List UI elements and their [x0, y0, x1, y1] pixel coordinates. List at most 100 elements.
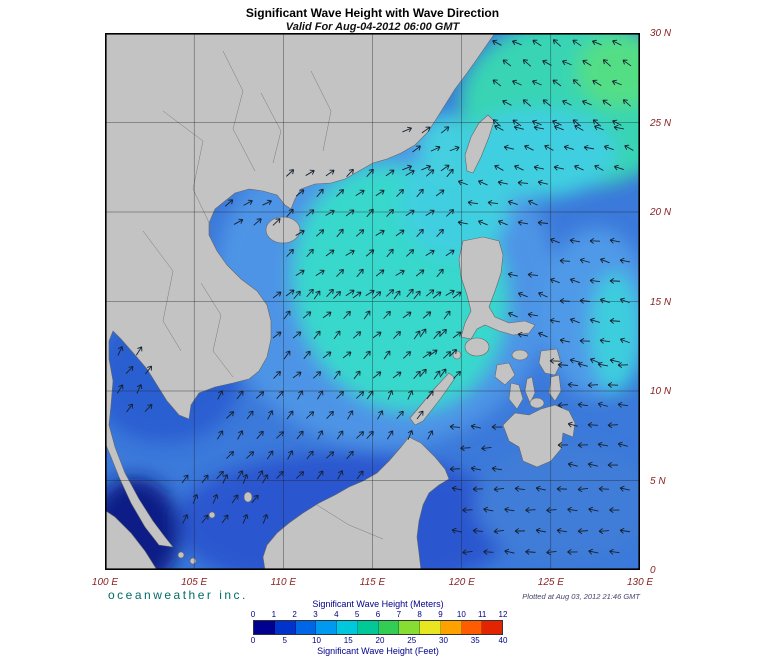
land-samar — [538, 348, 562, 376]
wave-arrow — [602, 99, 612, 107]
wave-arrow — [483, 548, 494, 555]
wave-arrow — [336, 390, 344, 399]
wave-arrow — [342, 351, 352, 359]
lat-label: 0 — [650, 565, 656, 576]
wave-arrow — [624, 144, 634, 151]
wave-arrow — [619, 337, 630, 344]
wave-arrow — [612, 39, 622, 46]
lon-label: 115 E — [359, 577, 386, 588]
wave-arrow — [559, 297, 571, 304]
wave-arrow — [574, 124, 584, 131]
wave-arrow — [306, 411, 315, 419]
wave-arrow — [336, 228, 344, 238]
wave-arrow — [504, 506, 515, 513]
wave-arrow — [333, 330, 341, 340]
wave-arrow — [552, 79, 562, 87]
wave-arrow — [502, 99, 512, 106]
wave-arrow — [494, 124, 504, 131]
wave-arrow — [569, 317, 580, 324]
wave-arrow — [345, 209, 355, 217]
lat-label: 15 N — [650, 296, 672, 308]
wave-arrow — [395, 229, 405, 237]
wave-arrow — [504, 548, 515, 555]
legend-tick: 5 — [354, 610, 360, 619]
land-panay — [494, 362, 516, 386]
wave-arrow — [285, 289, 295, 297]
wave-arrow — [353, 370, 361, 380]
wave-arrow — [421, 126, 431, 134]
wave-arrow — [275, 431, 285, 439]
wave-arrow — [419, 328, 427, 338]
wave-arrow — [296, 430, 304, 440]
land-mainland-asia — [105, 33, 496, 548]
wave-arrow — [216, 430, 224, 440]
legend-tick: 25 — [407, 636, 417, 645]
wave-arrow — [436, 268, 444, 278]
wave-arrow — [325, 169, 335, 177]
wave-arrow — [598, 485, 610, 492]
wave-arrow — [572, 39, 582, 47]
wave-arrow — [365, 249, 375, 257]
wave-arrow — [619, 527, 631, 534]
legend-tick: 35 — [470, 636, 480, 645]
oceanweather-credit: oceanweather inc. — [108, 588, 248, 602]
colorbar-segment — [482, 621, 502, 634]
lon-label: 120 E — [448, 577, 475, 588]
wave-arrow — [305, 209, 315, 217]
plotted-timestamp: Plotted at Aug 03, 2012 21:46 GMT — [522, 592, 640, 601]
legend-tick: 9 — [438, 610, 443, 619]
wave-arrow — [251, 494, 259, 504]
wave-arrow — [599, 297, 610, 304]
wave-arrow — [502, 59, 512, 67]
wave-arrow — [599, 257, 610, 264]
wave-arrow — [293, 290, 301, 300]
wave-arrow — [386, 208, 394, 217]
legend-tick: 10 — [456, 610, 466, 619]
wave-arrow — [593, 124, 604, 131]
wave-arrow — [262, 513, 269, 524]
wave-arrow — [383, 350, 391, 360]
wave-arrow — [567, 549, 578, 555]
wave-arrow — [326, 288, 334, 297]
wave-arrow — [182, 514, 189, 524]
wave-height-colorbar — [253, 620, 503, 635]
wave-arrow — [522, 99, 532, 107]
wave-arrow — [286, 169, 295, 177]
wave-arrow — [525, 548, 536, 555]
wave-arrow — [449, 349, 457, 357]
wave-arrow — [375, 229, 385, 236]
wave-arrow — [336, 189, 345, 197]
wave-arrow — [528, 199, 538, 206]
wave-arrow — [242, 514, 249, 524]
wave-arrow — [487, 199, 499, 206]
wave-arrow — [609, 237, 620, 244]
wave-arrow — [582, 99, 592, 106]
wave-arrow — [597, 401, 608, 408]
wave-arrow — [483, 506, 494, 513]
wave-arrow — [478, 219, 488, 226]
wave-arrow — [212, 494, 219, 504]
wave-arrow — [609, 507, 620, 513]
wave-arrow — [592, 39, 602, 46]
wave-arrow — [512, 39, 522, 46]
legend-tick: 11 — [478, 610, 487, 619]
wave-arrow — [372, 371, 382, 379]
wave-arrow — [569, 357, 580, 364]
wave-arrow — [365, 289, 375, 296]
legend-tick: 40 — [498, 636, 508, 645]
wave-arrow — [430, 145, 441, 152]
wave-arrow — [286, 208, 294, 218]
wave-arrow — [538, 291, 548, 298]
wave-arrow — [557, 402, 569, 409]
wave-arrow — [317, 430, 324, 440]
wave-arrow — [453, 371, 461, 379]
wave-arrow — [609, 357, 620, 364]
wave-arrow — [497, 179, 508, 186]
wave-arrow — [492, 39, 502, 46]
wave-arrow — [236, 390, 244, 400]
legend-tick: 0 — [250, 636, 256, 645]
wave-arrow — [266, 450, 274, 460]
wave-arrow — [233, 218, 244, 225]
wave-arrow — [472, 527, 484, 534]
